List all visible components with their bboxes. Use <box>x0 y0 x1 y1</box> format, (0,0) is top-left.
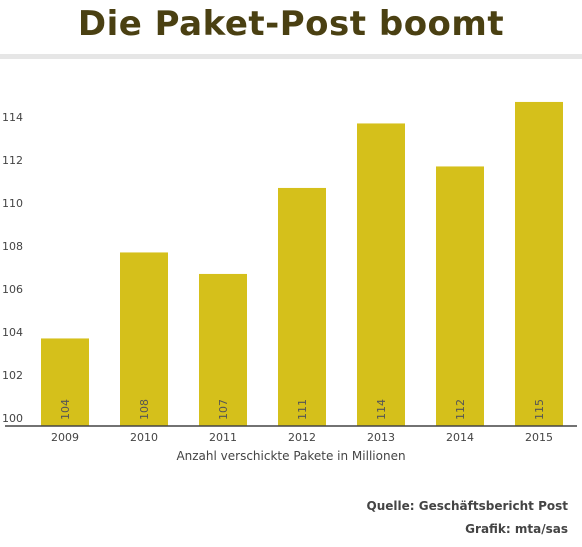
bar-value-label: 104 <box>59 399 72 420</box>
y-tick-label: 106 <box>2 283 23 296</box>
bar <box>41 338 89 426</box>
y-tick-label: 114 <box>2 111 23 124</box>
bar <box>199 273 247 426</box>
y-tick-label: 100 <box>2 412 23 425</box>
bar <box>357 123 405 426</box>
x-tick-label: 2011 <box>209 431 237 444</box>
bar <box>515 101 563 426</box>
x-axis-title: Anzahl verschickte Pakete in Millionen <box>176 449 406 463</box>
bar-value-label: 115 <box>533 399 546 420</box>
bar <box>436 166 484 426</box>
x-tick-label: 2010 <box>130 431 158 444</box>
bar-value-label: 112 <box>454 399 467 420</box>
credit-note: Grafik: mta/sas <box>465 522 568 536</box>
bar <box>120 252 168 426</box>
x-tick-label: 2013 <box>367 431 395 444</box>
y-tick-label: 108 <box>2 240 23 253</box>
title-divider <box>0 54 582 59</box>
bars-group: 104 108 107 111 114 112 115 <box>41 101 563 426</box>
x-tick-label: 2014 <box>446 431 474 444</box>
x-tick-label: 2012 <box>288 431 316 444</box>
bar-value-label: 108 <box>138 399 151 420</box>
source-note: Quelle: Geschäftsbericht Post <box>366 499 568 513</box>
bar <box>278 187 326 426</box>
chart-title: Die Paket-Post boomt <box>77 4 505 44</box>
bar-value-label: 107 <box>217 399 230 420</box>
y-tick-label: 104 <box>2 326 23 339</box>
x-axis-labels: 2009 2010 2011 2012 2013 2014 2015 <box>51 431 553 444</box>
x-tick-label: 2009 <box>51 431 79 444</box>
y-tick-label: 102 <box>2 369 23 382</box>
bar-value-label: 111 <box>296 399 309 420</box>
y-tick-label: 110 <box>2 197 23 210</box>
y-tick-label: 112 <box>2 154 23 167</box>
x-tick-label: 2015 <box>525 431 553 444</box>
bar-value-label: 114 <box>375 399 388 420</box>
y-axis-labels: 100 102 104 106 108 110 112 114 <box>2 111 23 425</box>
